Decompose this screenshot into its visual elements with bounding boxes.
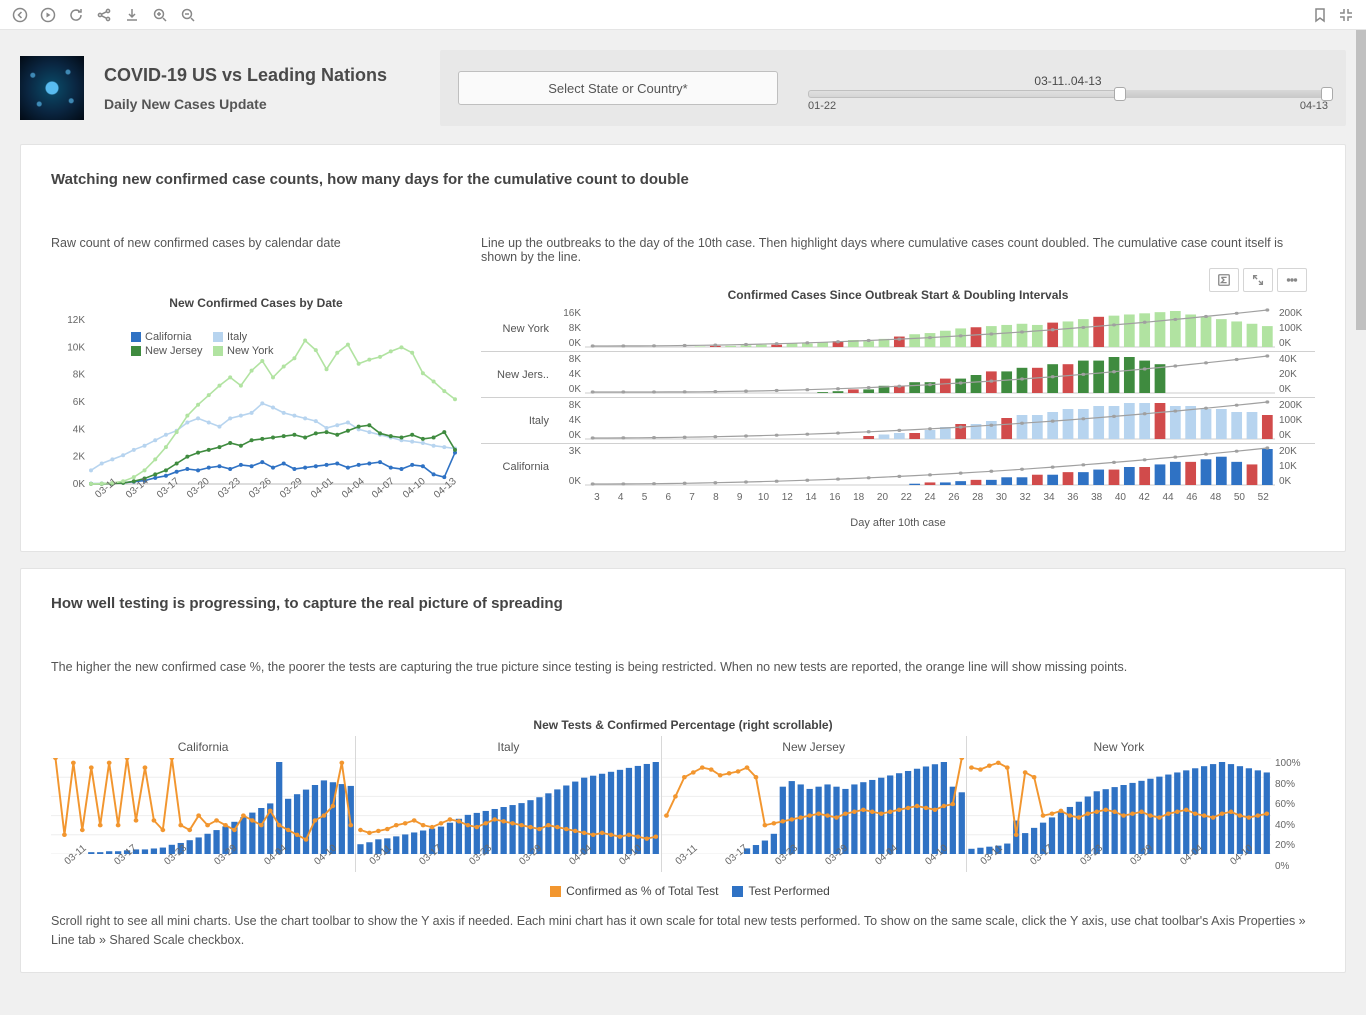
- chart1-svg: 0K 2K 4K 6K 8K 10K 12K California Italy New Jerse…: [51, 314, 461, 494]
- toolbar-right: [1312, 7, 1354, 23]
- chart-expand-button[interactable]: [1243, 268, 1273, 292]
- play-icon[interactable]: [40, 7, 56, 23]
- slider-min: 01-22: [808, 100, 836, 112]
- svg-text:8K: 8K: [73, 370, 86, 381]
- section1-row: Raw count of new confirmed cases by cale…: [51, 236, 1315, 529]
- slider-range-label: 03-11..04-13: [808, 74, 1328, 88]
- bookmark-icon[interactable]: [1312, 7, 1328, 23]
- section2-legend: Confirmed as % of Total TestTest Perform…: [51, 884, 1315, 898]
- svg-text:Italy: Italy: [227, 331, 248, 343]
- controls-band: Select State or Country* 03-11..04-13 01…: [440, 50, 1346, 126]
- svg-text:10K: 10K: [67, 342, 85, 353]
- svg-text:New York: New York: [227, 345, 274, 357]
- chart2-toolbar: [1209, 268, 1307, 292]
- share-icon[interactable]: [96, 7, 112, 23]
- chart-sigma-button[interactable]: [1209, 268, 1239, 292]
- collapse-icon[interactable]: [1338, 7, 1354, 23]
- refresh-icon[interactable]: [68, 7, 84, 23]
- slider-range: [1120, 90, 1327, 98]
- app-toolbar: [0, 0, 1366, 30]
- svg-text:6K: 6K: [73, 397, 86, 408]
- scrollbar[interactable]: [1356, 30, 1366, 330]
- chart2-rows: New York16K8K0K200K100K0KNew Jers..8K4K0…: [481, 306, 1315, 489]
- svg-text:4K: 4K: [73, 424, 86, 435]
- svg-text:12K: 12K: [67, 315, 85, 326]
- toolbar-left: [12, 7, 1312, 23]
- slider-handle-start[interactable]: [1114, 87, 1126, 101]
- svg-text:New Jersey: New Jersey: [145, 345, 203, 357]
- page-subtitle: Daily New Cases Update: [104, 96, 387, 112]
- section2-chart-title: New Tests & Confirmed Percentage (right …: [51, 718, 1315, 732]
- page-title: COVID-19 US vs Leading Nations: [104, 65, 387, 86]
- prev-icon[interactable]: [12, 7, 28, 23]
- slider-max: 04-13: [1300, 100, 1328, 112]
- download-icon[interactable]: [124, 7, 140, 23]
- chart2-xlabel: Day after 10th case: [481, 517, 1315, 529]
- chart1-xlabels: 03-1103-1403-1703-2003-2303-2603-2904-01…: [91, 494, 461, 505]
- chart1-box: 0K 2K 4K 6K 8K 10K 12K California Italy New Jerse…: [51, 314, 461, 505]
- header-band: COVID-19 US vs Leading Nations Daily New…: [0, 30, 1366, 144]
- zoom-in-icon[interactable]: [152, 7, 168, 23]
- svg-text:0K: 0K: [73, 479, 86, 490]
- section1-left: Raw count of new confirmed cases by cale…: [51, 236, 461, 529]
- svg-text:California: California: [145, 331, 192, 343]
- chart1-title: New Confirmed Cases by Date: [51, 296, 461, 310]
- mini-y2-axis: 100%80%60%40%20%0%: [1271, 736, 1315, 872]
- titles: COVID-19 US vs Leading Nations Daily New…: [104, 65, 387, 112]
- slider-minmax: 01-22 04-13: [808, 100, 1328, 112]
- thumbnail-image: [20, 56, 84, 120]
- date-slider[interactable]: 03-11..04-13 01-22 04-13: [808, 64, 1328, 112]
- section1-right-sub: Line up the outbreaks to the day of the …: [481, 236, 1315, 264]
- header-left: COVID-19 US vs Leading Nations Daily New…: [20, 56, 440, 120]
- page-body: COVID-19 US vs Leading Nations Daily New…: [0, 30, 1366, 1015]
- select-state-button[interactable]: Select State or Country*: [458, 71, 778, 105]
- section-testing: How well testing is progressing, to capt…: [20, 568, 1346, 973]
- section1-left-sub: Raw count of new confirmed cases by cale…: [51, 236, 461, 250]
- section1-title: Watching new confirmed case counts, how …: [51, 171, 1315, 188]
- svg-text:2K: 2K: [73, 452, 86, 463]
- slider-handle-end[interactable]: [1321, 87, 1333, 101]
- chart2-title: Confirmed Cases Since Outbreak Start & D…: [481, 288, 1315, 302]
- chart2-xaxis: 3456789101214161820222426283032343638404…: [585, 492, 1275, 503]
- zoom-out-icon[interactable]: [180, 7, 196, 23]
- section-doubling: Watching new confirmed case counts, how …: [20, 144, 1346, 552]
- slider-track[interactable]: [808, 90, 1328, 98]
- section2-sub: The higher the new confirmed case %, the…: [51, 660, 1315, 674]
- chart-more-button[interactable]: [1277, 268, 1307, 292]
- section1-right: Line up the outbreaks to the day of the …: [481, 236, 1315, 529]
- mini-grid: California03-1103-1703-2303-2904-0404-10…: [51, 736, 1271, 872]
- section2-footer: Scroll right to see all mini charts. Use…: [51, 912, 1315, 950]
- select-state-label: Select State or Country*: [548, 81, 687, 96]
- mini-charts-row: California03-1103-1703-2303-2904-0404-10…: [51, 736, 1315, 872]
- section2-title: How well testing is progressing, to capt…: [51, 595, 1315, 612]
